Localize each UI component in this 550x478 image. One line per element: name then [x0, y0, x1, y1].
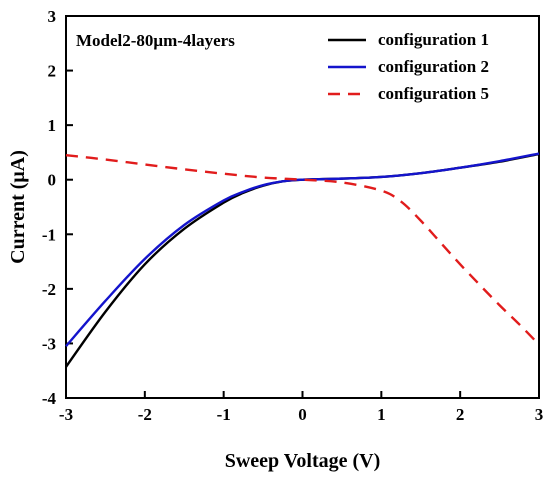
- x-tick-label: 2: [456, 405, 465, 424]
- chart-annotation: Model2-80μm-4layers: [76, 31, 235, 50]
- y-tick-label: 1: [48, 116, 57, 135]
- y-tick-label: 0: [48, 171, 57, 190]
- y-tick-label: 2: [48, 62, 57, 81]
- x-tick-label: 3: [535, 405, 544, 424]
- legend: configuration 1 configuration 2 configurat…: [328, 30, 489, 103]
- y-tick-label: -2: [42, 280, 56, 299]
- legend-label-3: configuration 5: [378, 84, 489, 103]
- y-tick-label: -3: [42, 334, 56, 353]
- legend-label-2: configuration 2: [378, 57, 489, 76]
- x-axis-label: Sweep Voltage (V): [225, 450, 381, 472]
- data-series: [65, 152, 540, 368]
- series-line-2: [65, 152, 540, 347]
- y-axis-label: Current (μA): [7, 150, 29, 264]
- y-tick-label: -4: [42, 389, 57, 408]
- x-tick-label: 0: [298, 405, 307, 424]
- x-tick-label: 1: [377, 405, 386, 424]
- legend-label-1: configuration 1: [378, 30, 489, 49]
- series-line-3: [65, 153, 540, 346]
- series-line-1: [65, 152, 540, 368]
- x-tick-label: -3: [59, 405, 73, 424]
- y-tick-label: -1: [42, 225, 56, 244]
- x-tick-label: -1: [217, 405, 231, 424]
- y-tick-label: 3: [48, 7, 57, 26]
- x-tick-label: -2: [138, 405, 152, 424]
